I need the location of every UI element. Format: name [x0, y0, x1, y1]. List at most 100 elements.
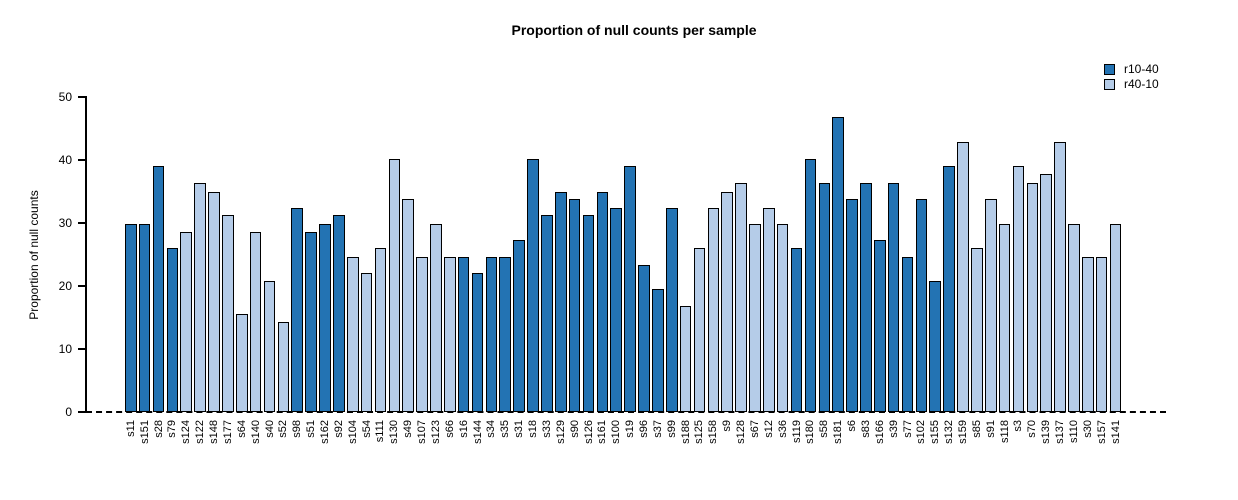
x-tick-label-s140: s140 [249, 420, 262, 444]
x-tick-label-s36: s36 [776, 420, 789, 438]
bar-s98 [291, 207, 304, 412]
bar-s139 [1040, 174, 1052, 412]
bar-s155 [929, 280, 942, 412]
y-axis-line [85, 96, 87, 413]
bar-s99 [665, 207, 678, 412]
bar-s119 [790, 248, 803, 412]
x-tick-label-s180: s180 [804, 420, 817, 444]
bar-s79 [166, 248, 179, 412]
x-tick-label-s3: s3 [1012, 420, 1025, 432]
x-tick-label-s39: s39 [887, 420, 900, 438]
x-tick-label-s18: s18 [527, 420, 540, 438]
bar-s132 [943, 166, 955, 412]
x-tick-label-s6: s6 [846, 420, 859, 432]
x-tick-label-s33: s33 [540, 420, 553, 438]
legend-swatch-dark-blue [1104, 64, 1115, 75]
x-tick-label-s107: s107 [416, 420, 429, 444]
x-tick-label-s51: s51 [305, 420, 318, 438]
bar-s102 [915, 199, 928, 412]
bar-s54 [360, 272, 373, 412]
legend-label-r40-10: r40-10 [1124, 77, 1159, 91]
bar-s125 [693, 248, 706, 412]
bar-s52 [277, 321, 290, 412]
y-tick [78, 96, 85, 98]
bar-s161 [596, 191, 609, 412]
bar-s144 [471, 272, 484, 412]
x-tick-label-s79: s79 [166, 420, 179, 438]
x-tick-label-s19: s19 [624, 420, 637, 438]
bar-s177 [222, 215, 234, 412]
bar-s30 [1082, 257, 1094, 412]
x-tick-label-s100: s100 [610, 420, 623, 444]
bar-s104 [346, 257, 359, 412]
x-tick-label-s130: s130 [388, 420, 401, 444]
y-tick [78, 222, 85, 224]
x-tick-label-s37: s37 [651, 420, 664, 438]
x-tick-label-s155: s155 [929, 420, 942, 444]
bar-s77 [901, 257, 914, 412]
y-tick [78, 159, 85, 161]
y-tick-label: 0 [65, 405, 72, 419]
bar-s110 [1068, 224, 1080, 412]
x-tick-label-s58: s58 [818, 420, 831, 438]
bar-s70 [1026, 182, 1039, 412]
bar-s141 [1109, 224, 1122, 412]
x-tick-label-s16: s16 [457, 420, 470, 438]
x-tick-label-s104: s104 [346, 420, 359, 444]
bar-s129 [554, 191, 567, 412]
x-tick-label-s64: s64 [235, 420, 248, 438]
bar-s58 [818, 182, 831, 412]
bar-s40 [263, 280, 276, 412]
x-tick-label-s83: s83 [859, 420, 872, 438]
bar-s181 [832, 117, 844, 412]
bar-s51 [305, 231, 317, 412]
bar-s3 [1012, 166, 1025, 412]
x-tick-label-s126: s126 [582, 420, 595, 444]
bar-s137 [1054, 142, 1066, 412]
y-axis-title: Proportion of null counts [27, 190, 41, 320]
y-tick [78, 348, 85, 350]
legend-item-r10-40: r10-40 [1104, 62, 1159, 77]
legend-swatch-light-blue [1104, 79, 1115, 90]
x-tick-label-s128: s128 [735, 420, 748, 444]
x-tick-label-s181: s181 [832, 420, 845, 444]
x-tick-label-s137: s137 [1054, 420, 1067, 444]
x-tick-label-s177: s177 [221, 420, 234, 444]
bar-s157 [1095, 257, 1108, 412]
x-tick-label-s161: s161 [596, 420, 609, 444]
y-tick [78, 411, 85, 413]
x-tick-label-s31: s31 [513, 420, 526, 438]
x-tick-label-s141: s141 [1109, 420, 1122, 444]
bar-s91 [984, 199, 997, 412]
bar-s9 [721, 191, 733, 412]
x-tick-label-s132: s132 [943, 420, 956, 444]
x-tick-label-s91: s91 [984, 420, 997, 438]
x-tick-label-s90: s90 [568, 420, 581, 438]
bar-s126 [582, 215, 595, 412]
bar-s151 [138, 224, 151, 412]
bar-s148 [208, 191, 220, 412]
bar-s64 [235, 313, 248, 412]
bar-s92 [333, 215, 345, 412]
x-tick-label-s151: s151 [138, 420, 151, 444]
x-tick-label-s157: s157 [1095, 420, 1108, 444]
bar-s28 [152, 166, 165, 412]
legend-label-r10-40: r10-40 [1124, 62, 1159, 76]
x-tick-label-s98: s98 [291, 420, 304, 438]
bar-s159 [957, 142, 969, 412]
x-tick-label-s49: s49 [402, 420, 415, 438]
bar-s130 [388, 159, 401, 412]
bar-s166 [873, 240, 886, 412]
bar-s19 [624, 166, 636, 412]
x-tick-label-s12: s12 [762, 420, 775, 438]
y-tick-label: 40 [58, 153, 72, 167]
bar-s31 [513, 240, 525, 412]
x-tick-label-s77: s77 [901, 420, 914, 438]
legend: r10-40 r40-10 [1104, 62, 1159, 92]
bar-s96 [638, 264, 650, 412]
x-tick-label-s123: s123 [429, 420, 442, 444]
bar-s34 [485, 257, 498, 412]
bar-s111 [374, 248, 387, 412]
bar-s188 [679, 305, 692, 412]
y-tick-label: 50 [58, 90, 72, 104]
